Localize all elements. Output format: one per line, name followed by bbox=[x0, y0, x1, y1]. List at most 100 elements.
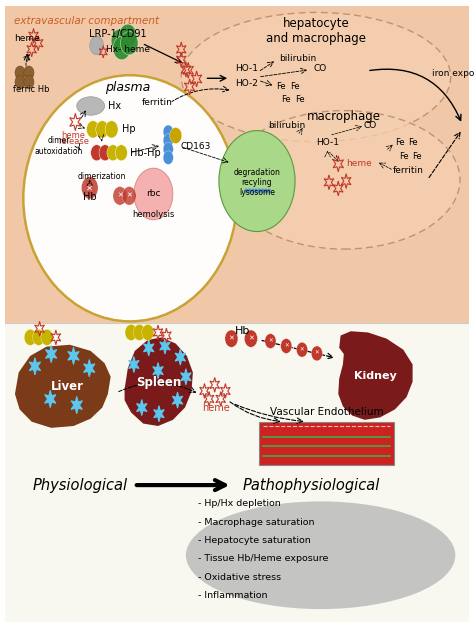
Polygon shape bbox=[71, 396, 82, 414]
Circle shape bbox=[163, 134, 173, 147]
Text: - Tissue Hb/Heme exposure: - Tissue Hb/Heme exposure bbox=[198, 555, 328, 563]
Circle shape bbox=[267, 188, 271, 193]
Text: Kidney: Kidney bbox=[354, 371, 397, 381]
Text: dimer
autoxidation: dimer autoxidation bbox=[35, 136, 83, 156]
Text: dimerization: dimerization bbox=[77, 171, 126, 181]
Ellipse shape bbox=[77, 97, 105, 115]
Circle shape bbox=[15, 66, 25, 80]
Text: - Macrophage saturation: - Macrophage saturation bbox=[198, 517, 314, 526]
Text: heme: heme bbox=[346, 160, 372, 168]
Text: Physiological: Physiological bbox=[32, 477, 128, 492]
Circle shape bbox=[170, 127, 182, 144]
Text: CD163: CD163 bbox=[180, 142, 211, 151]
Text: Fe: Fe bbox=[408, 138, 418, 148]
Text: heme: heme bbox=[62, 131, 85, 139]
Circle shape bbox=[113, 36, 131, 60]
Text: - Hp/Hx depletion: - Hp/Hx depletion bbox=[198, 499, 280, 508]
Polygon shape bbox=[46, 345, 57, 362]
Polygon shape bbox=[144, 340, 154, 356]
Polygon shape bbox=[15, 345, 110, 428]
Text: iron export: iron export bbox=[432, 70, 474, 78]
Text: Spleen: Spleen bbox=[137, 376, 182, 389]
Circle shape bbox=[296, 342, 308, 357]
FancyBboxPatch shape bbox=[259, 422, 394, 465]
Circle shape bbox=[251, 188, 255, 193]
Text: Liver: Liver bbox=[51, 380, 84, 393]
Circle shape bbox=[257, 188, 261, 193]
Polygon shape bbox=[83, 360, 95, 377]
Circle shape bbox=[245, 330, 257, 347]
Polygon shape bbox=[175, 349, 185, 365]
Text: - Hepatocyte saturation: - Hepatocyte saturation bbox=[198, 536, 310, 545]
Circle shape bbox=[281, 338, 292, 354]
Text: macrophage: macrophage bbox=[307, 110, 381, 122]
Text: bilirubin: bilirubin bbox=[268, 121, 306, 130]
Text: ✕: ✕ bbox=[86, 183, 93, 192]
Bar bbox=[5, 6, 469, 323]
Circle shape bbox=[82, 176, 98, 199]
Text: heme: heme bbox=[14, 34, 40, 43]
Polygon shape bbox=[29, 358, 41, 375]
Circle shape bbox=[264, 188, 268, 193]
Text: LRP-1/CD91: LRP-1/CD91 bbox=[89, 29, 147, 39]
Ellipse shape bbox=[228, 111, 460, 249]
Text: Vascular Endothelium: Vascular Endothelium bbox=[270, 408, 383, 418]
Text: - Oxidative stress: - Oxidative stress bbox=[198, 573, 281, 582]
Text: Hp: Hp bbox=[122, 124, 136, 134]
Circle shape bbox=[24, 329, 36, 345]
Text: extravascular compartment: extravascular compartment bbox=[14, 16, 159, 26]
Text: Hb-Hp: Hb-Hp bbox=[130, 148, 161, 158]
Polygon shape bbox=[154, 406, 164, 422]
Circle shape bbox=[245, 188, 248, 193]
Text: ferric Hb: ferric Hb bbox=[13, 85, 50, 94]
Text: Fe: Fe bbox=[395, 138, 405, 148]
Polygon shape bbox=[338, 331, 412, 420]
Circle shape bbox=[15, 75, 25, 89]
Text: Hx: Hx bbox=[108, 101, 121, 111]
Circle shape bbox=[24, 75, 34, 89]
Text: hemolysis: hemolysis bbox=[132, 210, 174, 219]
Circle shape bbox=[265, 333, 276, 349]
Circle shape bbox=[254, 188, 258, 193]
Ellipse shape bbox=[186, 501, 456, 609]
Text: Fe: Fe bbox=[291, 82, 300, 91]
Circle shape bbox=[115, 144, 128, 161]
Text: ✕: ✕ bbox=[315, 351, 319, 356]
Text: heme: heme bbox=[202, 403, 230, 413]
Polygon shape bbox=[125, 337, 193, 426]
Text: Pathophysiological: Pathophysiological bbox=[243, 477, 380, 492]
Text: recyling: recyling bbox=[242, 178, 272, 187]
Polygon shape bbox=[181, 369, 191, 385]
Circle shape bbox=[261, 188, 264, 193]
Text: ferritin: ferritin bbox=[142, 99, 173, 107]
Circle shape bbox=[96, 121, 109, 138]
Circle shape bbox=[113, 187, 127, 205]
Text: Hx- heme: Hx- heme bbox=[106, 45, 150, 54]
Text: ✕: ✕ bbox=[268, 338, 273, 344]
Text: hepatocyte
and macrophage: hepatocyte and macrophage bbox=[266, 18, 366, 45]
Circle shape bbox=[225, 330, 238, 347]
Ellipse shape bbox=[23, 75, 237, 322]
Circle shape bbox=[86, 121, 100, 138]
Circle shape bbox=[219, 131, 295, 232]
Circle shape bbox=[122, 187, 136, 205]
Circle shape bbox=[163, 143, 173, 156]
Text: release: release bbox=[58, 138, 89, 146]
Text: ✕: ✕ bbox=[248, 335, 254, 342]
Circle shape bbox=[90, 36, 104, 55]
Polygon shape bbox=[153, 362, 163, 379]
Circle shape bbox=[111, 29, 129, 52]
Circle shape bbox=[24, 66, 34, 80]
Polygon shape bbox=[173, 392, 183, 408]
Circle shape bbox=[105, 121, 118, 138]
Text: Fe: Fe bbox=[281, 95, 291, 104]
Text: Fe: Fe bbox=[295, 95, 305, 104]
Circle shape bbox=[107, 144, 119, 161]
Text: degradation: degradation bbox=[234, 168, 281, 177]
Circle shape bbox=[163, 151, 173, 165]
Circle shape bbox=[125, 325, 137, 340]
Circle shape bbox=[91, 144, 103, 161]
Text: CO: CO bbox=[314, 64, 327, 73]
Circle shape bbox=[311, 346, 322, 360]
Polygon shape bbox=[160, 338, 170, 354]
